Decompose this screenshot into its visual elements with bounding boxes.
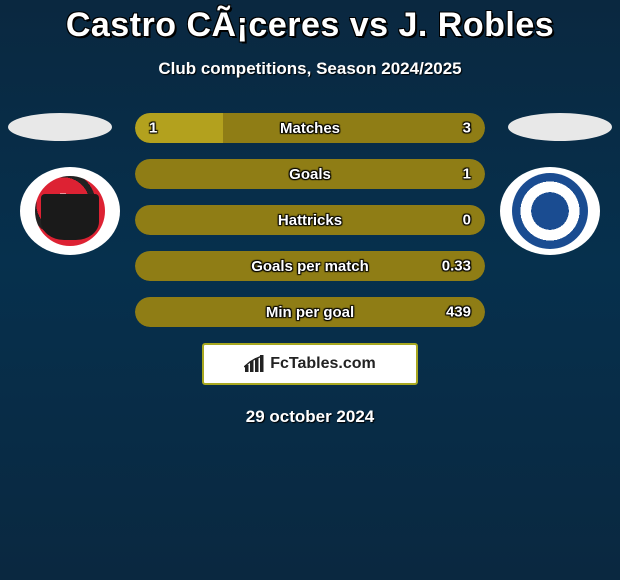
brand-badge: FcTables.com <box>202 343 418 385</box>
stat-label: Hattricks <box>278 212 342 229</box>
stat-row: Min per goal 439 <box>135 297 485 327</box>
team-logo-right <box>500 167 600 255</box>
stat-value-right: 1 <box>463 166 471 183</box>
stat-value-left: 1 <box>149 120 157 137</box>
player-oval-right <box>508 113 612 141</box>
stat-value-right: 0 <box>463 212 471 229</box>
comparison-area: Matches 1 3 Goals 1 Hattricks 0 Goals per match… <box>0 113 620 327</box>
player-oval-left <box>8 113 112 141</box>
stat-row: Matches 1 3 <box>135 113 485 143</box>
stat-value-right: 439 <box>446 304 471 321</box>
stat-row: Hattricks 0 <box>135 205 485 235</box>
stat-label: Min per goal <box>266 304 354 321</box>
team-logo-left <box>20 167 120 255</box>
brand-text: FcTables.com <box>270 355 376 373</box>
stat-label: Goals <box>289 166 331 183</box>
team-crest-icon <box>35 176 105 246</box>
stat-bar-right <box>223 113 486 143</box>
stat-label: Matches <box>280 120 340 137</box>
stat-value-right: 0.33 <box>442 258 471 275</box>
bar-chart-icon <box>244 355 266 373</box>
stat-row: Goals 1 <box>135 159 485 189</box>
page-title: Castro CÃ¡ceres vs J. Robles <box>0 0 620 45</box>
date-label: 29 october 2024 <box>0 407 620 427</box>
stat-value-right: 3 <box>463 120 471 137</box>
subtitle: Club competitions, Season 2024/2025 <box>0 59 620 79</box>
stat-row: Goals per match 0.33 <box>135 251 485 281</box>
team-crest-icon <box>512 173 588 249</box>
stat-rows: Matches 1 3 Goals 1 Hattricks 0 Goals per match… <box>135 113 485 327</box>
stat-label: Goals per match <box>251 258 369 275</box>
